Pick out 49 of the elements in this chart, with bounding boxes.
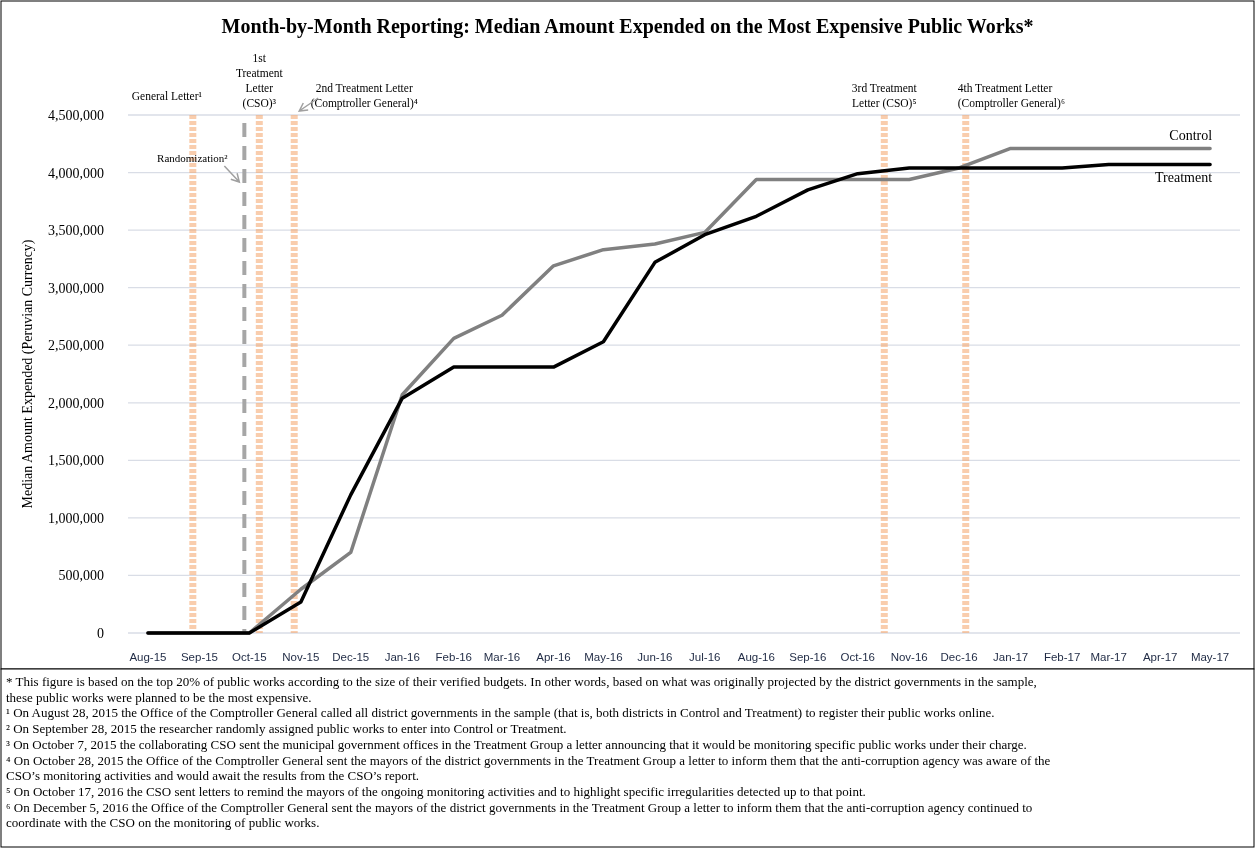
series-label: Control [1169,128,1213,144]
x-tick-label: Feb-16 [435,651,473,663]
x-tick-label: Mar-17 [1090,651,1127,663]
x-tick-label: May-16 [584,651,623,663]
x-tick-label: Jun-16 [637,651,673,663]
x-tick-label: Apr-17 [1142,651,1178,663]
ref-line-label: 4th Treatment Letter (Comptroller General)⁶ [957,82,1065,110]
x-tick-label: Apr-16 [536,651,571,663]
y-tick-label: 500,000 [58,568,104,584]
ref-line-label: 2nd Treatment Letter (Comptroller General)⁴ [310,82,418,110]
ref-line-label: Randomization² [157,152,229,164]
y-axis-title: Median Amount Expended (Peruvian Currency) [20,239,36,509]
x-tick-label: Jan-16 [384,651,420,663]
x-tick-label: Oct-15 [232,651,267,663]
y-tick-label: 2,500,000 [48,338,104,354]
ref-line-label: General Letter¹ [131,90,203,102]
text: ⁶ On December 5, 2016 the Office of the Comptroller General sent the mayors of the district governments in the Treatment Group a letter to inform them that the anti-corruption agency continued to coordinate with the CSO on the monitoring of public works. [6,799,1033,831]
ref-line-label: 3rd Treatment Letter (CSO)⁵ [851,82,918,110]
text: ¹ On August 28, 2015 the Office of the Comptroller General called all district governments in the sample (that is, both districts in Control and Treatment) to register their public works online. [6,705,995,721]
y-tick-label: 2,000,000 [48,395,104,411]
y-tick-label: 1,500,000 [48,453,104,469]
x-tick-label: Aug-15 [129,651,167,663]
ref-line-label: 1st Treatment Letter (CSO)³ [235,52,284,110]
y-tick-label: 3,500,000 [48,223,104,239]
y-tick-label: 1,000,000 [48,510,104,526]
text: * This figure is based on the top 20% of public works according to the size of their verified budgets. In other words, based on what was originally projected by the district governments in the sample, these public works were planned to be the most expensive. [6,674,1037,705]
x-tick-label: Nov-15 [282,651,320,663]
text: ² On September 28, 2015 the researcher randomly assigned public works to enter into Control or Treatment. [6,721,567,737]
x-tick-label: Oct-16 [840,651,875,663]
x-tick-label: Aug-16 [737,651,775,663]
y-tick-label: 0 [97,626,104,641]
text: ³ On October 7, 2015 the collaborating CSO sent the municipal government offices in the Treatment Group a letter announcing that it would be monitoring specific public works under their charge. [6,736,1027,752]
x-tick-label: Mar-16 [483,651,521,663]
x-tick-label: Sep-15 [180,651,219,663]
y-tick-label: 4,500,000 [48,108,104,123]
text: ⁵ On October 17, 2016 the CSO sent letters to remind the mayors of the ongoing monitoring activities and to highlight specific irregularities detected up to that point. [6,783,866,799]
x-tick-label: Dec-16 [940,651,978,663]
x-tick-label: Nov-16 [890,651,928,663]
x-tick-label: Sep-16 [789,651,827,663]
x-tick-label: Dec-15 [332,651,370,663]
x-tick-label: May-17 [1190,651,1230,663]
series-label: Treatment [1155,170,1213,186]
x-tick-label: Jan-17 [993,651,1029,663]
y-tick-label: 3,000,000 [48,280,104,296]
x-tick-label: Jul-16 [689,651,721,663]
y-tick-label: 4,000,000 [48,165,104,181]
x-tick-label: Feb-17 [1043,651,1081,663]
chart-title: Month-by-Month Reporting: Median Amount Expended on the Most Expensive Public Works* [221,15,1034,38]
text: ⁴ On October 28, 2015 the Office of the Comptroller General sent the mayors of the district governments in the Treatment Group a letter to inform them that the anti-corruption agency was aware of the CSO’s monitoring activities and would await the results from the CSO’s report. [6,752,1051,784]
